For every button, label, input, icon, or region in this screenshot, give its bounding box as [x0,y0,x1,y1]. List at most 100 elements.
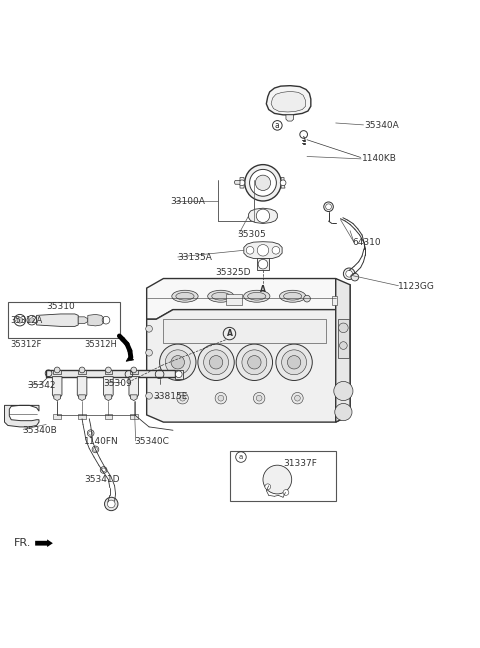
Circle shape [171,356,184,369]
Circle shape [255,175,271,191]
Circle shape [248,356,261,369]
Circle shape [343,268,355,279]
Polygon shape [281,178,285,188]
Circle shape [177,393,188,404]
Polygon shape [266,86,311,115]
Circle shape [265,484,271,490]
Text: 35341D: 35341D [84,475,120,484]
Text: 35309: 35309 [104,379,132,388]
Circle shape [146,325,153,332]
Bar [163,319,326,343]
Bar [338,319,348,358]
Polygon shape [52,376,62,398]
Circle shape [218,395,224,401]
Text: a: a [275,121,280,130]
Text: A: A [227,329,232,338]
Text: 64310: 64310 [352,238,381,247]
Polygon shape [79,395,85,400]
Circle shape [295,395,300,401]
Text: 1140FN: 1140FN [84,437,119,446]
Circle shape [253,393,265,404]
Polygon shape [129,376,139,398]
Circle shape [94,448,97,451]
Text: 35312F: 35312F [10,340,42,349]
Circle shape [272,246,280,254]
Circle shape [256,395,262,401]
Text: 35340C: 35340C [135,437,169,446]
Bar [175,370,182,378]
Polygon shape [286,115,294,121]
Bar [130,414,138,419]
Circle shape [204,350,228,375]
Polygon shape [130,370,138,374]
Polygon shape [78,317,88,323]
FancyArrow shape [35,539,53,547]
Bar [226,294,242,305]
Circle shape [87,430,94,437]
Text: A: A [260,285,266,294]
Circle shape [288,356,301,369]
Circle shape [246,246,254,254]
Circle shape [258,259,268,269]
Polygon shape [104,376,113,398]
Circle shape [175,371,182,378]
Circle shape [102,468,106,472]
Polygon shape [54,395,60,400]
Circle shape [100,467,107,473]
Circle shape [292,393,303,404]
Circle shape [346,270,352,277]
Circle shape [351,273,359,281]
Polygon shape [147,301,350,422]
Text: 35325D: 35325D [215,268,251,277]
Circle shape [180,395,185,401]
Polygon shape [336,279,350,422]
Polygon shape [36,314,78,327]
Circle shape [106,367,111,373]
Circle shape [29,318,34,323]
Circle shape [334,382,353,400]
Circle shape [335,404,352,421]
Circle shape [92,446,99,453]
Text: a: a [239,454,243,460]
Text: 1140KB: 1140KB [362,154,397,163]
Text: 35342: 35342 [27,381,56,389]
Circle shape [54,367,60,373]
Ellipse shape [172,290,198,302]
Circle shape [239,180,245,186]
Text: 35305: 35305 [238,229,266,238]
Bar [230,451,336,501]
Ellipse shape [279,290,306,302]
Circle shape [242,350,267,375]
Polygon shape [126,356,134,362]
Circle shape [263,465,292,494]
Circle shape [79,367,85,373]
Circle shape [282,350,307,375]
Ellipse shape [208,290,234,302]
Polygon shape [4,406,39,427]
Polygon shape [240,178,245,188]
Circle shape [236,344,273,380]
Circle shape [338,323,348,332]
Polygon shape [131,395,137,400]
Text: 35340A: 35340A [364,121,399,130]
Text: 35312A: 35312A [10,316,43,325]
Text: 33815E: 33815E [153,392,187,401]
Ellipse shape [176,292,194,300]
Polygon shape [244,242,282,259]
Circle shape [280,180,286,186]
Polygon shape [271,91,306,112]
Text: 31337F: 31337F [283,459,317,469]
Circle shape [209,356,223,369]
Polygon shape [105,370,112,374]
Bar [53,414,61,419]
Text: 35340B: 35340B [22,426,57,435]
Circle shape [324,202,333,211]
Bar [78,414,86,419]
Circle shape [257,244,269,256]
Circle shape [146,371,153,378]
Circle shape [250,169,276,196]
Circle shape [108,500,115,508]
Text: 33100A: 33100A [170,198,205,207]
Circle shape [256,209,270,222]
Polygon shape [249,208,277,224]
